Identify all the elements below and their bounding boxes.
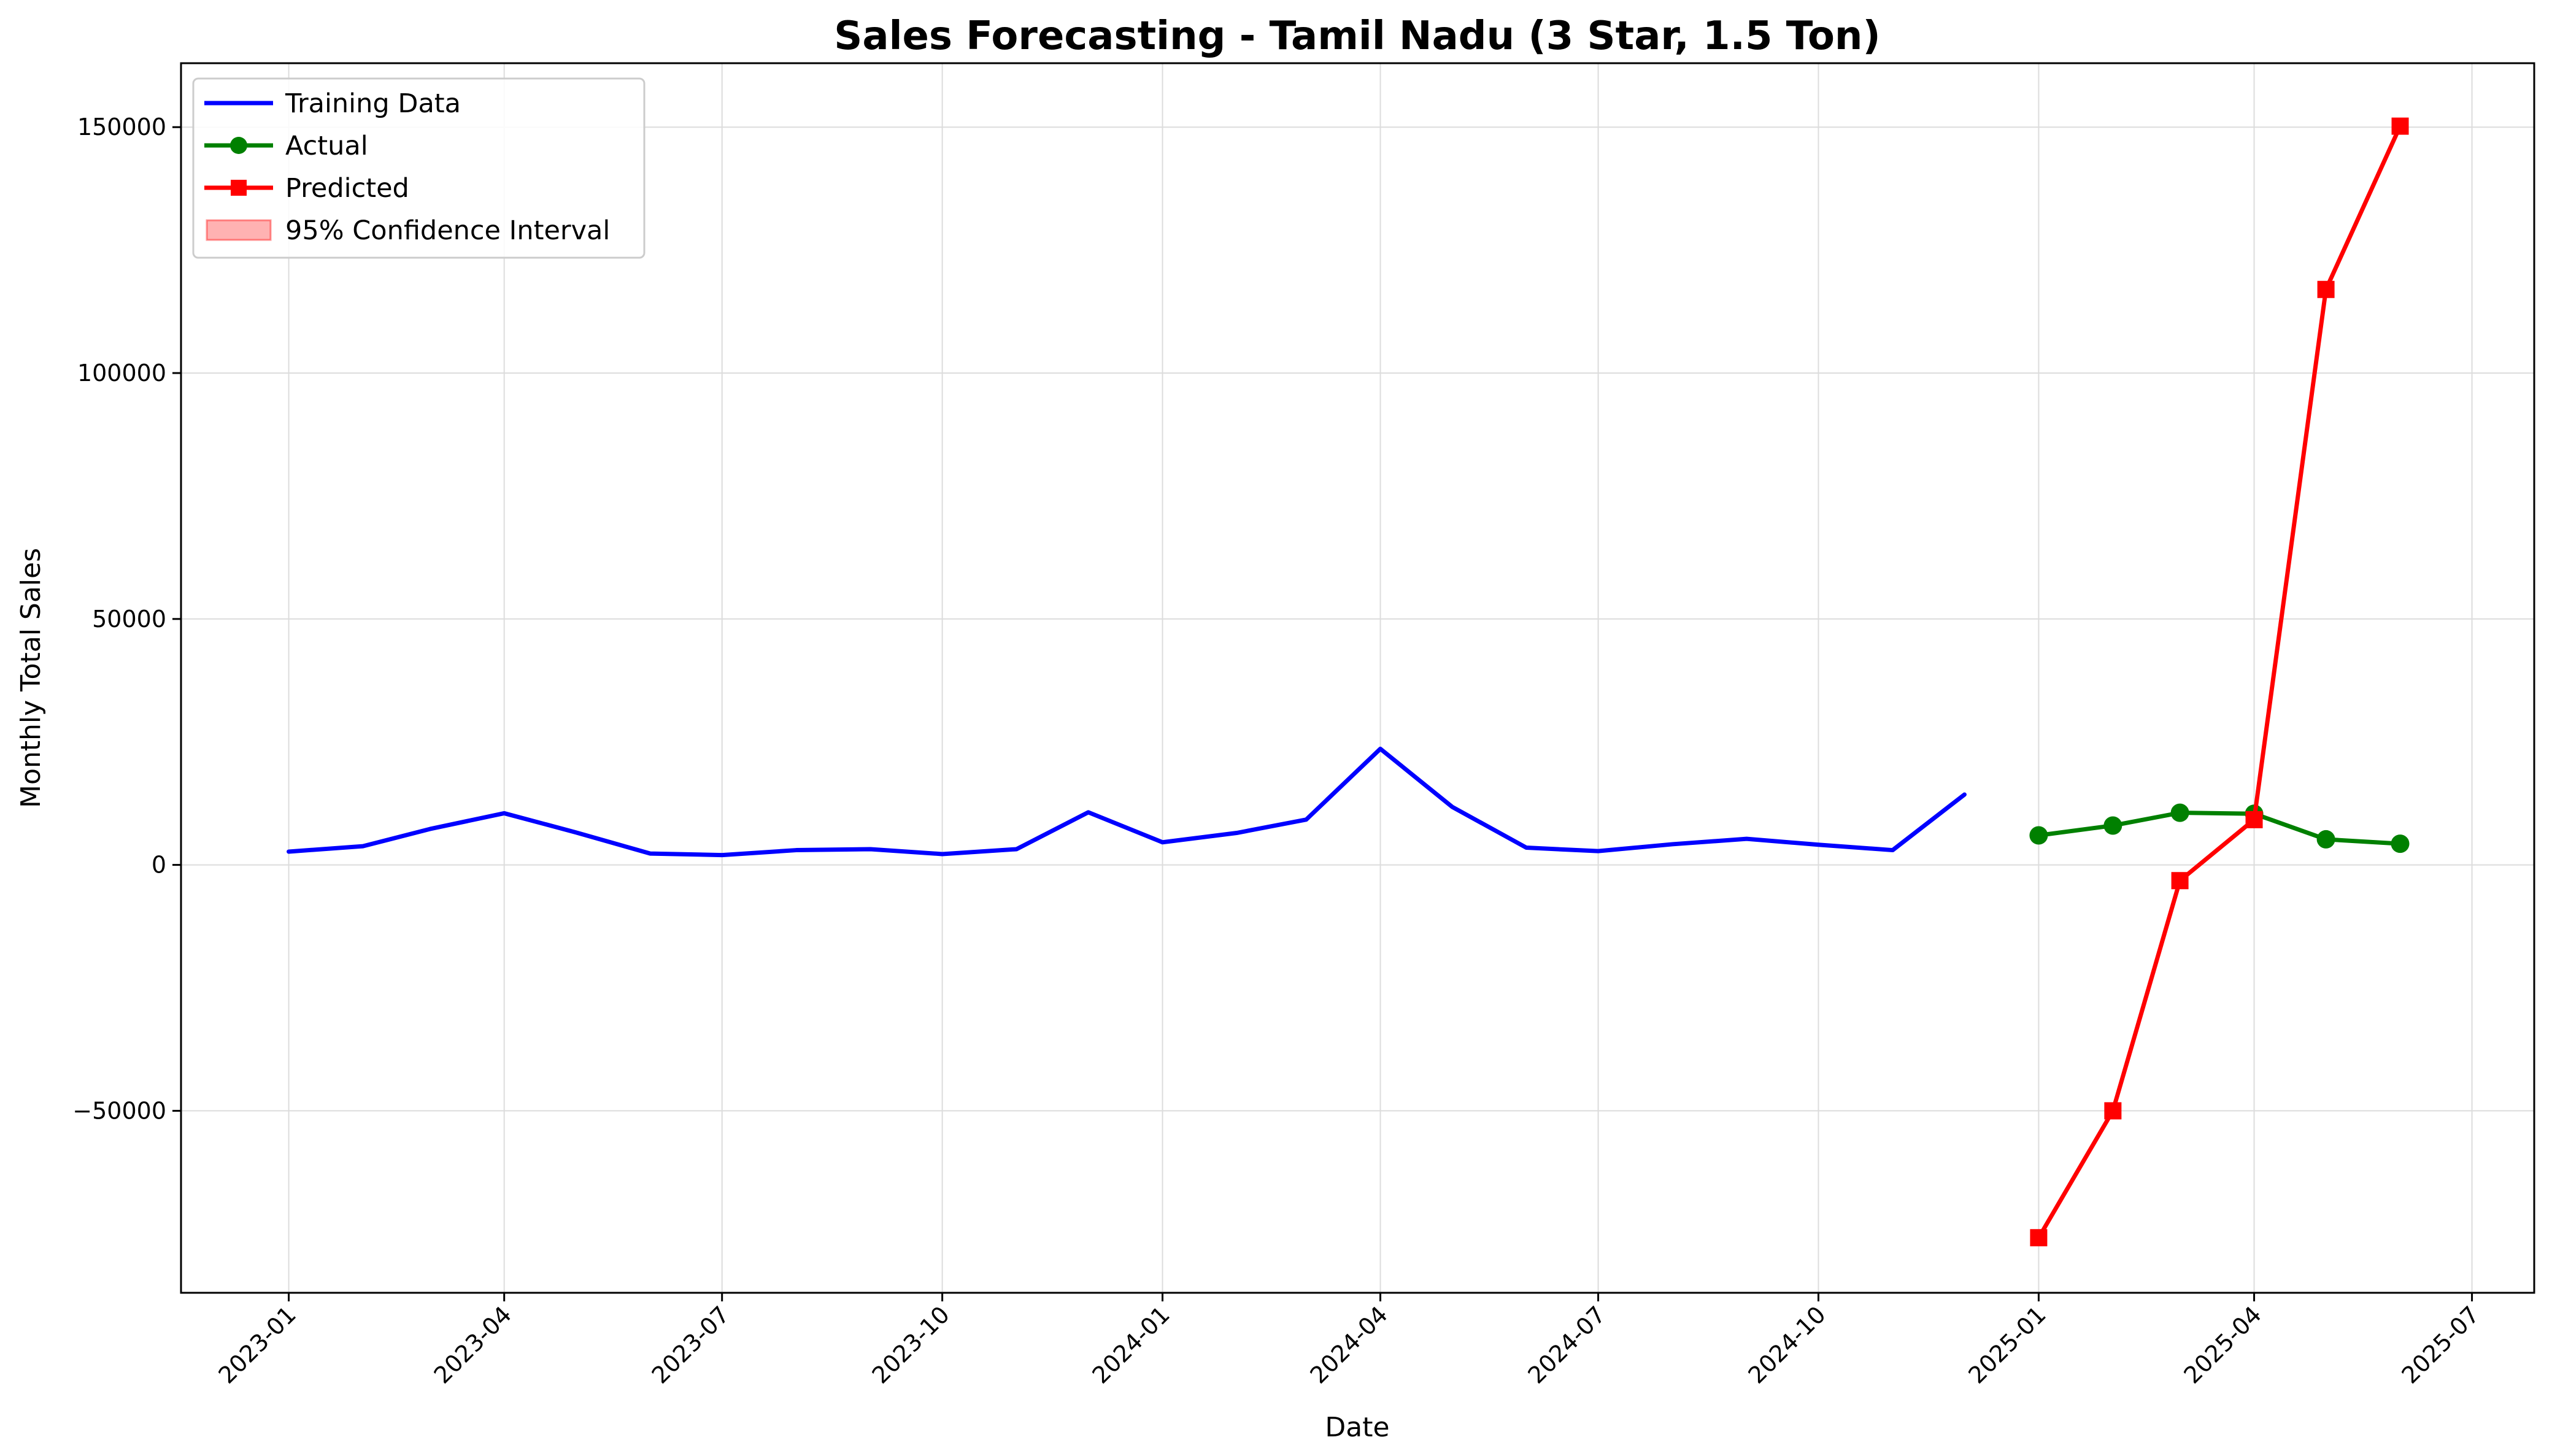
predicted-point (2391, 117, 2409, 135)
training-data-line (287, 746, 1967, 858)
legend-label: 95% Confidence Interval (285, 215, 610, 246)
predicted-line (2036, 124, 2403, 1240)
legend-label: Predicted (285, 173, 409, 204)
y-tick-label: 150000 (77, 114, 166, 141)
actual-point (2316, 830, 2335, 849)
series-layer (287, 117, 2410, 1247)
actual-point (2103, 816, 2122, 835)
predicted-point (2030, 1229, 2048, 1247)
chart-title: Sales Forecasting - Tamil Nadu (3 Star, … (834, 13, 1880, 59)
y-tick-label: −50000 (72, 1097, 166, 1124)
y-tick-label: 100000 (77, 360, 166, 387)
legend-marker (231, 180, 247, 196)
legend-marker (230, 137, 247, 154)
actual-point (2170, 803, 2189, 822)
legend-swatch (206, 219, 272, 241)
predicted-point (2104, 1102, 2122, 1120)
legend-label: Training Data (285, 88, 461, 119)
actual-point (2029, 826, 2048, 845)
legend-box (192, 77, 646, 259)
legend: Training Data Actual Predicted 95% Confiden… (192, 77, 646, 259)
plot-frame (180, 62, 2535, 1294)
x-axis-label: Date (1325, 1412, 1389, 1443)
predicted-point (2171, 872, 2189, 890)
y-tick-label: 0 (152, 852, 166, 879)
actual-line (2036, 811, 2403, 846)
predicted-point (2245, 811, 2263, 828)
y-tick-label: 50000 (92, 606, 166, 633)
legend-label: Actual (285, 131, 368, 161)
actual-point (2391, 834, 2410, 853)
predicted-point (2317, 280, 2335, 298)
y-axis-label: Monthly Total Sales (15, 548, 47, 808)
